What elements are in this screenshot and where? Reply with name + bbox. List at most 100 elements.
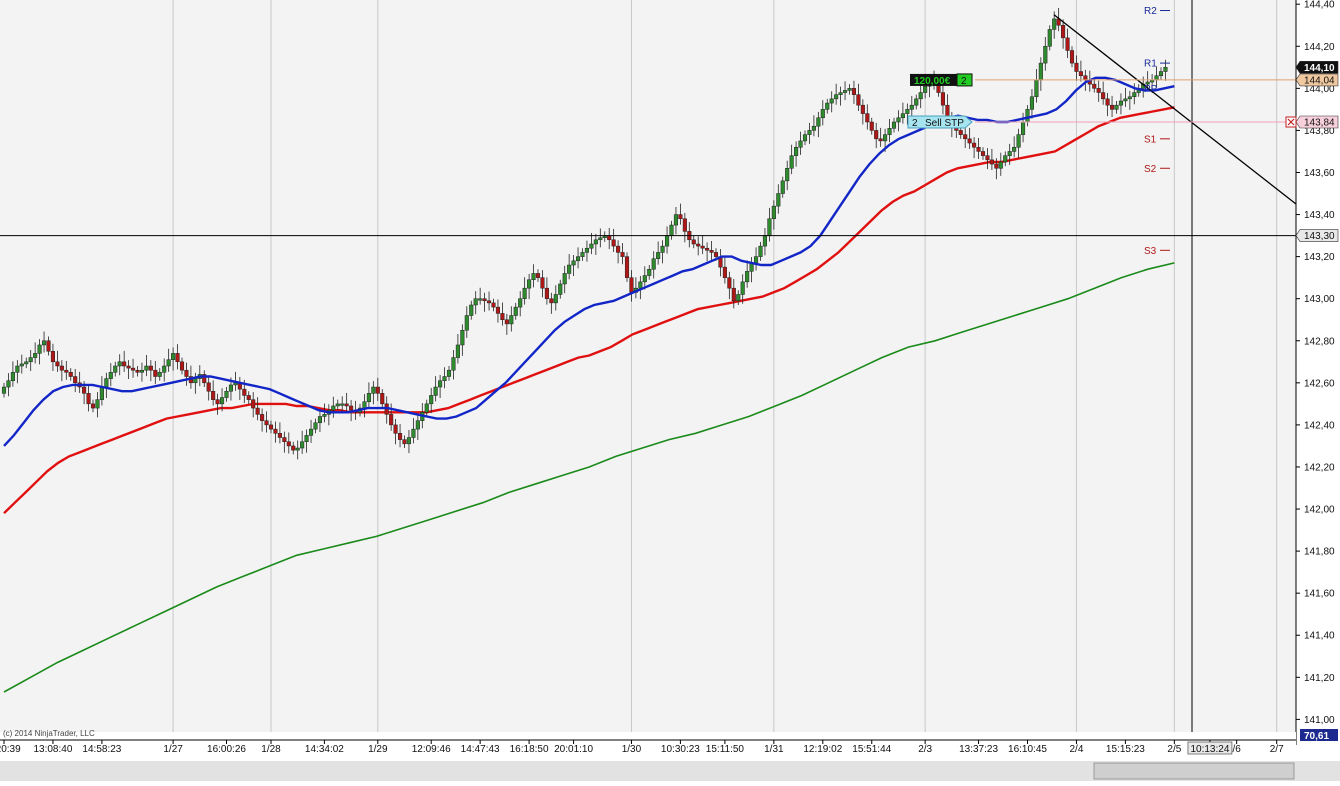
last-price-tag: 144,10: [1295, 61, 1339, 74]
pivot-s1: S1: [1144, 134, 1170, 145]
candle-body: [313, 422, 318, 430]
plot-area: [0, 0, 1296, 732]
candle: [24, 357, 29, 369]
candle: [139, 362, 144, 382]
candle-body: [914, 98, 919, 106]
candle-body: [157, 372, 162, 377]
candle-body: [273, 428, 278, 434]
candle: [731, 278, 736, 309]
cancel-stop-icon[interactable]: [1285, 116, 1297, 128]
candle: [286, 432, 291, 454]
candle-body: [989, 159, 994, 165]
candle-body: [304, 435, 309, 442]
candle: [531, 264, 536, 288]
candle-body: [424, 403, 429, 413]
candle: [10, 361, 15, 387]
cancel-stop-x: [1287, 118, 1295, 126]
candle-body: [1078, 71, 1083, 76]
time-tick-label: 2/7: [1270, 744, 1284, 755]
candle-body: [184, 369, 189, 377]
candle-body: [215, 399, 220, 405]
candle: [593, 233, 598, 255]
candle: [914, 94, 919, 110]
candle: [740, 274, 745, 304]
candle-body: [1043, 46, 1048, 64]
candle-body: [246, 395, 251, 400]
fast-moving-average: [3, 76, 1175, 447]
candle-body: [673, 214, 679, 226]
candle-body: [509, 315, 514, 325]
candle-body: [998, 161, 1003, 169]
candle-body: [491, 302, 496, 308]
candle: [500, 302, 505, 326]
candle-body: [754, 256, 759, 264]
candle: [562, 265, 567, 294]
candle-body: [171, 353, 176, 360]
candle: [905, 103, 910, 125]
candle-body: [1029, 96, 1035, 110]
candle: [1, 382, 7, 398]
candle: [811, 115, 816, 137]
candle: [260, 408, 265, 432]
candle-body: [642, 275, 647, 283]
candle-body: [878, 138, 883, 142]
candle: [553, 285, 558, 311]
candle-body: [438, 380, 443, 388]
candle: [131, 358, 136, 378]
candle: [829, 91, 834, 113]
candle-body: [518, 298, 523, 308]
candle-body: [1012, 146, 1017, 152]
candle: [393, 419, 398, 445]
candle: [567, 254, 572, 280]
candle: [64, 360, 69, 380]
crosshair-time-box: [1187, 741, 1233, 755]
horizontal-scrollbar[interactable]: [0, 761, 1340, 781]
slow-ma-line: [3, 262, 1175, 693]
candle-body: [860, 104, 865, 114]
indicator-value-text: 70,61: [1304, 731, 1329, 742]
candle: [1007, 143, 1012, 165]
candle-body: [1127, 96, 1132, 100]
time-tick-label: 13:37:23: [959, 744, 998, 755]
candle: [171, 347, 176, 371]
candle-body: [900, 113, 905, 119]
candle-body: [607, 235, 612, 241]
candle-body: [1132, 92, 1137, 98]
pnl-box: [910, 73, 957, 86]
sell-stop-order[interactable]: 2 Sell STP: [907, 115, 973, 129]
candle-body: [24, 361, 29, 365]
price-tick-label: 142,80: [1304, 336, 1335, 347]
candle: [42, 331, 47, 353]
candle-body: [300, 441, 305, 449]
candle: [780, 176, 785, 198]
candle: [406, 429, 411, 454]
candle: [206, 375, 211, 401]
candle: [891, 117, 897, 133]
trendline[interactable]: [1053, 14, 1297, 205]
candle: [678, 203, 683, 225]
candle: [144, 355, 149, 377]
candle-body: [1145, 81, 1150, 85]
candle-body: [1123, 98, 1128, 102]
candle-body: [255, 407, 260, 415]
scrollbar-thumb[interactable]: [1093, 762, 1295, 780]
candle: [442, 367, 447, 389]
candle: [264, 411, 269, 433]
candle-body: [1052, 18, 1057, 30]
candle-body: [10, 372, 15, 381]
candle-body: [985, 155, 990, 161]
candle-body: [705, 247, 710, 251]
pnl-marker[interactable]: 120,00€ 2: [910, 73, 973, 87]
candle: [838, 86, 843, 106]
candle-body: [179, 361, 185, 371]
price-tick-label: 144,00: [1304, 84, 1335, 95]
candle-body: [540, 277, 545, 289]
candle-body: [1025, 109, 1030, 123]
candle: [162, 358, 167, 382]
candle: [282, 431, 287, 453]
candle-body: [1110, 104, 1115, 110]
candle-body: [811, 125, 816, 131]
candle: [304, 429, 309, 453]
